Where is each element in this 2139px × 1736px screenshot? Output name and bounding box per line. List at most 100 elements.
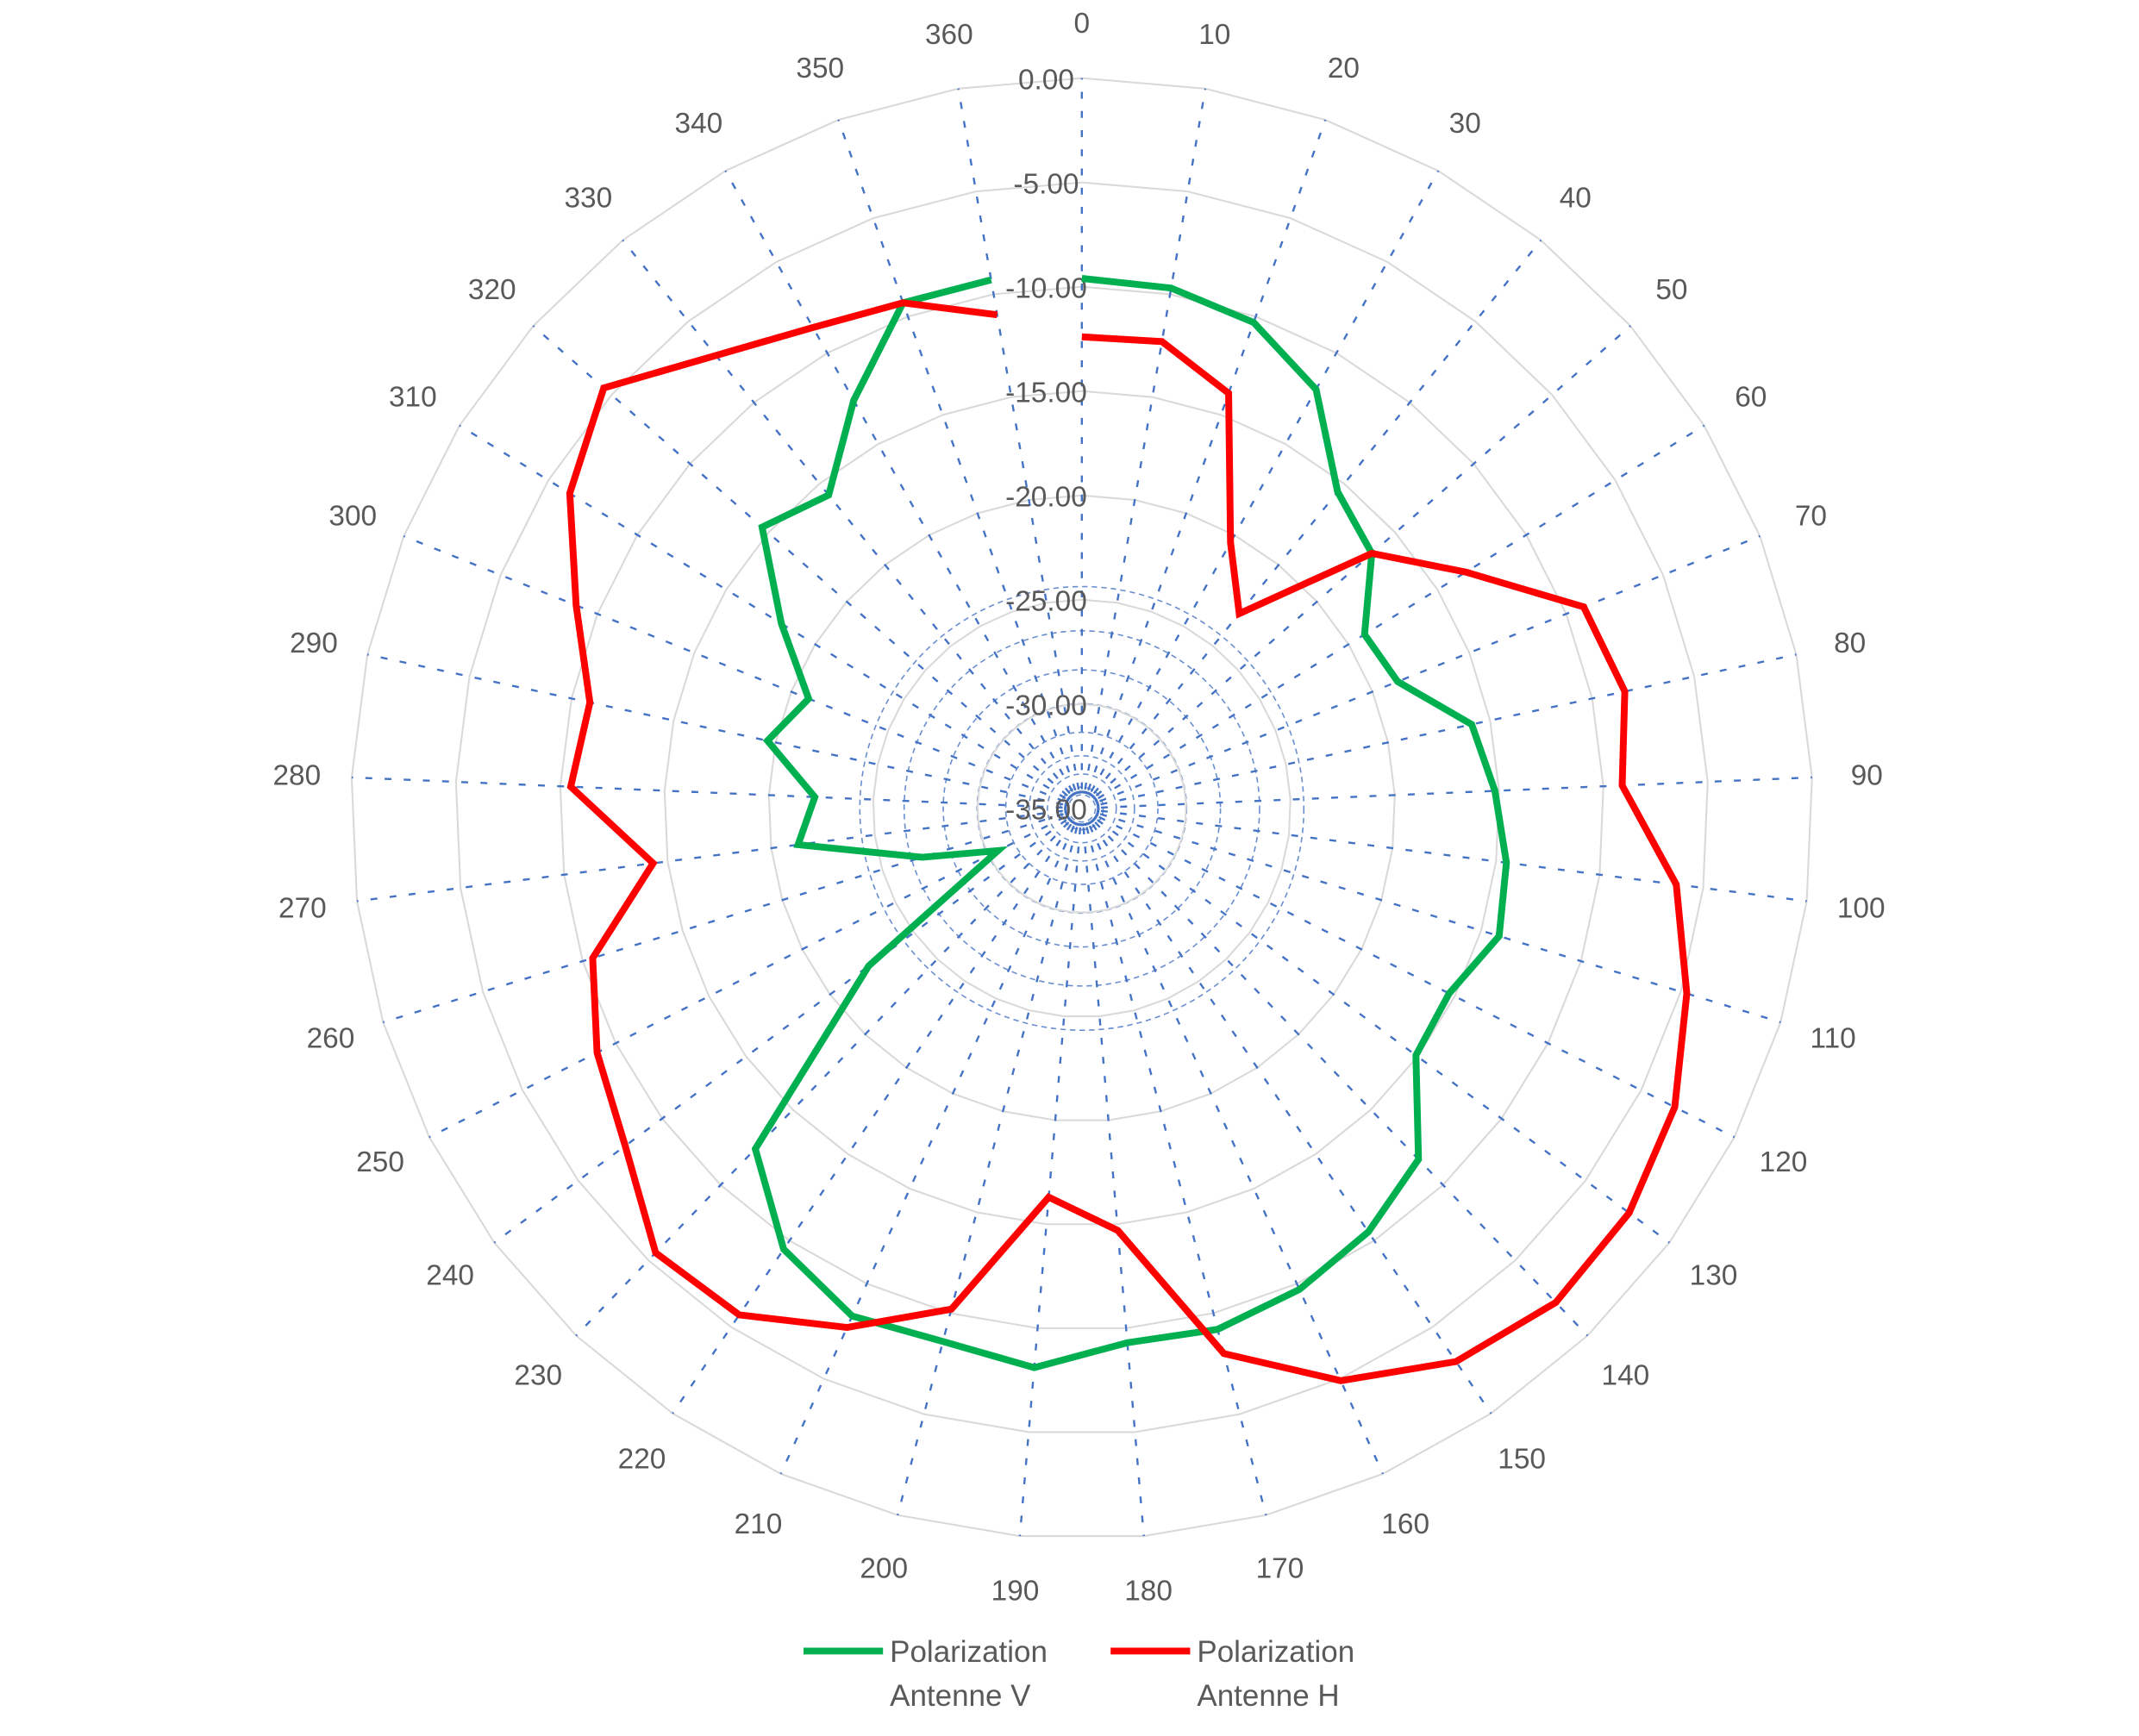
spoke <box>1018 827 1082 1537</box>
radial-tick-label: -10.00 <box>1005 272 1087 304</box>
category-label: 170 <box>1256 1552 1304 1584</box>
radial-tick-labels: 0.00 -5.00 -10.00 -15.00 -20.00 -25.00 -30.00 -… <box>1005 64 1087 826</box>
spoke <box>622 239 1071 795</box>
spoke <box>1098 815 1736 1139</box>
category-label: 330 <box>564 182 612 214</box>
spoke <box>403 534 1065 802</box>
category-labels: 0 10 20 30 40 50 60 70 80 90 100 110 120 130 140 150 160… <box>272 8 1885 1607</box>
radial-tick-label: 0.00 <box>1018 64 1074 96</box>
series-line-h <box>566 299 1691 1384</box>
minor-ring <box>1004 731 1159 885</box>
spoke <box>672 823 1073 1414</box>
radial-tick-label: -30.00 <box>1005 690 1087 722</box>
legend-label-h-line2: Antenne H <box>1197 1679 1339 1713</box>
spoke <box>1092 239 1542 795</box>
spoke <box>1099 534 1761 802</box>
spoke <box>1082 827 1145 1537</box>
major-ring <box>559 285 1604 1329</box>
category-label: 80 <box>1834 628 1866 659</box>
spoke <box>1095 325 1631 797</box>
category-label: 210 <box>735 1508 783 1540</box>
radial-tick-label: -35.00 <box>1005 795 1087 827</box>
spoke <box>428 815 1066 1139</box>
category-label: 160 <box>1381 1508 1429 1540</box>
spoke <box>779 825 1075 1475</box>
category-label: 10 <box>1198 19 1230 51</box>
category-label: 100 <box>1837 893 1886 925</box>
category-label: 110 <box>1811 1023 1856 1055</box>
spoke <box>532 325 1068 797</box>
category-label: 270 <box>278 893 327 925</box>
major-ring <box>454 181 1709 1433</box>
legend-label-v-line2: Antenne V <box>890 1679 1031 1713</box>
category-label: 140 <box>1602 1360 1650 1392</box>
spoke <box>366 653 1064 806</box>
major-ring <box>976 703 1187 914</box>
spoke <box>1100 653 1797 806</box>
spoke <box>837 119 1077 791</box>
spoke <box>1101 776 1812 809</box>
category-label: 220 <box>618 1444 666 1476</box>
legend: Polarization Antenne V Polarization Ante… <box>803 1635 1354 1713</box>
spoke <box>1100 809 1807 902</box>
spoke <box>1094 821 1589 1337</box>
category-label: 340 <box>675 108 723 140</box>
minor-ring <box>1067 794 1097 823</box>
category-label: 180 <box>1124 1576 1173 1608</box>
spoke <box>1084 88 1207 790</box>
spoke <box>1091 823 1492 1414</box>
category-label: 90 <box>1851 759 1883 791</box>
spoke <box>724 170 1073 793</box>
category-label: 290 <box>290 628 338 659</box>
series-lines <box>566 275 1691 1384</box>
category-label: 150 <box>1498 1444 1546 1476</box>
category-label: 230 <box>514 1360 562 1392</box>
category-label: 190 <box>991 1576 1040 1608</box>
major-ring <box>663 390 1500 1226</box>
radial-tick-label: -5.00 <box>1013 168 1079 200</box>
legend-label-h-line1: Polarization <box>1197 1635 1354 1669</box>
spoke <box>1090 170 1440 793</box>
category-label: 300 <box>328 500 377 532</box>
legend-item-v[interactable]: Polarization Antenne V <box>803 1635 1048 1713</box>
center-ring <box>1064 790 1100 827</box>
spoke <box>1098 424 1705 800</box>
major-ring <box>872 598 1292 1018</box>
spokes <box>351 78 1812 1537</box>
category-label: 350 <box>796 53 844 84</box>
spoke <box>459 424 1066 800</box>
radial-tick-label: -15.00 <box>1005 377 1087 409</box>
category-label: 120 <box>1760 1146 1808 1178</box>
legend-item-h[interactable]: Polarization Antenne H <box>1110 1635 1354 1713</box>
spoke <box>1088 825 1385 1475</box>
spoke <box>957 88 1080 790</box>
category-label: 0 <box>1074 8 1091 40</box>
category-label: 40 <box>1560 182 1592 214</box>
category-label: 60 <box>1735 381 1767 413</box>
major-ring <box>350 77 1813 1538</box>
category-label: 130 <box>1690 1260 1738 1292</box>
category-label: 240 <box>426 1260 474 1292</box>
spoke <box>1087 119 1327 791</box>
minor-ring <box>859 585 1305 1032</box>
category-label: 30 <box>1449 108 1481 140</box>
radial-tick-label: -25.00 <box>1005 586 1087 618</box>
spoke <box>382 813 1064 1024</box>
grid <box>350 77 1813 1538</box>
category-label: 310 <box>389 381 437 413</box>
minor-ring <box>1028 755 1135 862</box>
category-label: 70 <box>1795 500 1827 532</box>
major-ring <box>767 494 1396 1121</box>
legend-label-v-line1: Polarization <box>890 1635 1048 1669</box>
spoke <box>1085 827 1267 1516</box>
radial-tick-label: -20.00 <box>1005 481 1087 513</box>
spoke <box>897 827 1079 1516</box>
spoke <box>1097 819 1671 1244</box>
spoke <box>575 821 1070 1337</box>
spoke <box>356 809 1063 902</box>
category-label: 320 <box>468 274 516 306</box>
series-line-v <box>751 275 1510 1371</box>
category-label: 360 <box>925 19 973 51</box>
spoke <box>351 776 1063 809</box>
